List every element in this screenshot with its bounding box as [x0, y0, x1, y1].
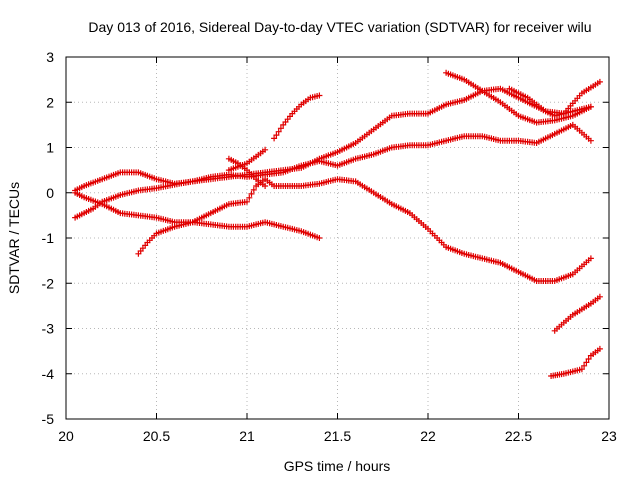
y-tick-label: -3 — [42, 321, 55, 337]
series-track-3 — [72, 189, 323, 241]
grid — [66, 57, 609, 419]
series-track-9 — [506, 78, 603, 117]
y-tick-labels: -5 -4 -3 -2 -1 0 1 2 3 — [42, 49, 55, 427]
series-track-2 — [72, 121, 594, 194]
y-axis-label: SDTVAR / TECUs — [6, 182, 22, 294]
data-point — [262, 146, 269, 153]
data-point — [596, 293, 603, 300]
x-tick-label: 20 — [58, 428, 74, 444]
series-track-5 — [225, 155, 269, 189]
data-point — [583, 359, 590, 366]
x-tick-label: 20.5 — [143, 428, 170, 444]
y-tick-label: 3 — [46, 49, 54, 65]
y-tick-label: 2 — [46, 94, 54, 110]
data-point — [250, 186, 257, 193]
data-point — [244, 198, 250, 205]
series-track-7 — [271, 92, 323, 142]
y-tick-label: -5 — [42, 411, 55, 427]
y-tick-label: -2 — [42, 275, 55, 291]
data-point — [587, 103, 594, 110]
data-point — [585, 356, 592, 362]
data-point — [581, 362, 588, 369]
series-track-6 — [225, 146, 269, 174]
series-track-10 — [551, 293, 603, 334]
data-point — [262, 183, 269, 189]
x-tick-label: 22.5 — [505, 428, 532, 444]
data-point — [596, 78, 603, 85]
y-tick-label: -1 — [42, 230, 55, 246]
data-point — [578, 366, 585, 373]
data-point — [246, 194, 253, 201]
data-point — [271, 135, 278, 142]
y-tick-label: 0 — [46, 185, 54, 201]
data-point — [587, 137, 594, 144]
y-tick-label: -4 — [42, 366, 55, 382]
series-track-11 — [548, 345, 603, 379]
x-tick-label: 21.5 — [324, 428, 351, 444]
data-point — [277, 125, 284, 132]
data-point — [273, 132, 280, 139]
plot-frame — [65, 56, 610, 420]
data-point — [587, 255, 594, 262]
series-track-4 — [135, 176, 594, 284]
x-axis-label: GPS time / hours — [284, 458, 391, 474]
series-track-8 — [443, 69, 594, 126]
x-tick-labels: 20 20.5 21 21.5 22 22.5 23 — [58, 428, 617, 444]
data-point — [316, 235, 323, 241]
data-point — [316, 92, 323, 99]
data-point — [275, 128, 282, 135]
data-marks — [72, 69, 603, 379]
x-tick-label: 23 — [601, 428, 617, 444]
chart-title: Day 013 of 2016, Sidereal Day-to-day VTE… — [88, 19, 591, 35]
data-point — [248, 190, 255, 197]
x-tick-label: 21 — [239, 428, 255, 444]
x-tick-label: 22 — [420, 428, 436, 444]
y-tick-label: 1 — [46, 140, 54, 156]
data-point — [596, 345, 603, 352]
